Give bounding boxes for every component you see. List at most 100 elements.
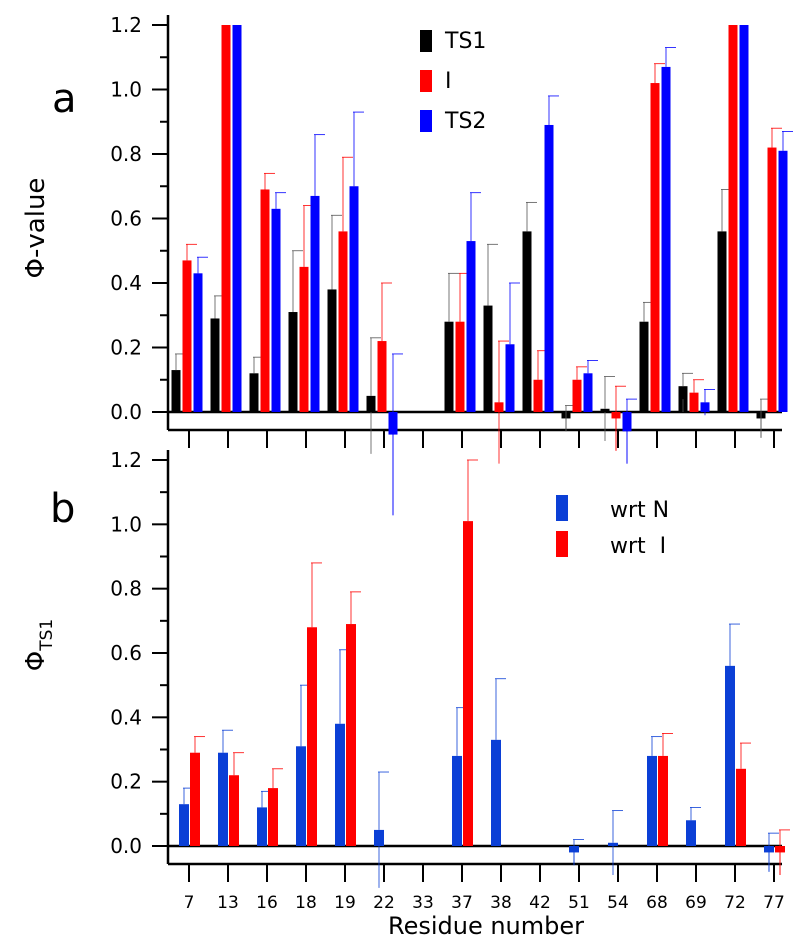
x-tick-label: 77 <box>763 893 785 913</box>
legend-label: wrt N <box>610 498 669 523</box>
bar-18-I <box>299 266 309 412</box>
x-tick-label: 51 <box>568 893 590 913</box>
x-tick-label: 7 <box>184 893 195 913</box>
panel-b-chart: 0.0 0.2 0.4 0.6 0.8 1.0 1.2 7 13 16 18 19 22 33 37 38 42… <box>110 448 790 913</box>
x-tick-label: 54 <box>607 893 629 913</box>
bar-37-I <box>455 321 465 412</box>
bar-7-wrt-N <box>179 804 189 846</box>
bar-37-wrt-N <box>452 755 462 846</box>
legend-swatch-TS1 <box>420 30 432 52</box>
x-tick-label: 69 <box>685 893 707 913</box>
x-tick-label: 19 <box>334 893 356 913</box>
bar-68-I <box>650 83 660 413</box>
bar-19-wrt-N <box>335 723 345 846</box>
legend-swatch-TS2 <box>420 110 432 132</box>
bar-38-I <box>494 402 504 412</box>
panel-b-letter: b <box>50 486 75 532</box>
bar-7-TS2 <box>193 273 203 412</box>
bar-72-TS1 <box>717 231 727 412</box>
bar-13-wrt-I <box>229 775 239 846</box>
x-tick-label: 16 <box>256 893 278 913</box>
panel-b-y-axis-symbol: Φ <box>21 651 51 671</box>
bar-37-TS2 <box>466 241 476 412</box>
bar-72-I <box>728 25 738 412</box>
bar-19-I <box>338 231 348 412</box>
bar-69-TS2 <box>700 402 710 412</box>
bar-16-I <box>260 189 270 412</box>
legend-label: TS1 <box>444 29 486 54</box>
y-tick-label: 0.0 <box>110 834 142 858</box>
y-tick-label: 0.8 <box>110 142 142 166</box>
bar-19-TS1 <box>327 289 337 412</box>
legend-swatch-I <box>420 70 432 92</box>
legend-label: wrt I <box>610 534 666 559</box>
bar-13-TS2 <box>232 25 242 412</box>
y-tick-label: 1.2 <box>110 448 142 472</box>
bar-37-TS1 <box>444 321 454 412</box>
panel-a-letter: a <box>52 76 77 122</box>
bar-68-TS2 <box>661 66 671 413</box>
x-tick-label: 68 <box>646 893 668 913</box>
bar-16-TS1 <box>249 373 259 412</box>
bar-38-TS1 <box>483 305 493 412</box>
legend-label: I <box>445 69 452 94</box>
bar-72-wrt-I <box>736 768 746 846</box>
x-tick-label: 42 <box>529 893 551 913</box>
bar-16-TS2 <box>271 208 281 412</box>
bar-68-TS1 <box>639 321 649 412</box>
bar-19-TS2 <box>349 186 359 412</box>
y-tick-label: 0.2 <box>110 770 142 794</box>
bar-72-wrt-N <box>725 665 735 846</box>
y-tick-label: 0.4 <box>110 271 142 295</box>
bar-7-TS1 <box>171 370 181 412</box>
legend-label: TS2 <box>444 109 486 134</box>
bar-22-TS1 <box>366 395 376 412</box>
bar-68-wrt-I <box>658 755 668 846</box>
bar-18-wrt-N <box>296 746 306 846</box>
bar-42-TS2 <box>544 124 554 412</box>
bar-13-wrt-N <box>218 752 228 846</box>
bar-38-TS2 <box>505 344 515 412</box>
bar-18-TS1 <box>288 312 298 412</box>
x-tick-label: 22 <box>373 893 395 913</box>
bar-18-wrt-I <box>307 627 317 846</box>
x-tick-label: 72 <box>724 893 746 913</box>
y-tick-label: 1.0 <box>110 78 142 102</box>
bar-54-wrt-N <box>608 842 618 846</box>
y-tick-label: 0.8 <box>110 577 142 601</box>
y-tick-label: 0.2 <box>110 336 142 360</box>
bar-13-I <box>221 25 231 412</box>
bar-22-I <box>377 341 387 412</box>
bar-42-I <box>533 379 543 412</box>
bar-51-TS2 <box>583 373 593 412</box>
legend-swatch-wrt-I <box>556 531 568 557</box>
y-tick-label: 1.2 <box>110 13 142 37</box>
bar-13-TS1 <box>210 318 220 412</box>
bar-69-I <box>689 392 699 412</box>
bar-72-TS2 <box>739 25 749 412</box>
bar-18-TS2 <box>310 195 320 412</box>
bar-38-wrt-N <box>491 739 501 846</box>
y-tick-label: 0.4 <box>110 705 142 729</box>
bar-42-TS1 <box>522 231 532 412</box>
bar-7-wrt-I <box>190 752 200 846</box>
y-tick-label: 0.6 <box>110 207 142 231</box>
legend-swatch-wrt-N <box>556 495 568 521</box>
bar-68-wrt-N <box>647 755 657 846</box>
x-tick-label: 33 <box>412 893 434 913</box>
bar-77-TS2 <box>778 150 788 412</box>
bar-7-I <box>182 260 192 412</box>
x-tick-label: 37 <box>451 893 473 913</box>
y-tick-label: 0.0 <box>110 400 142 424</box>
bar-22-wrt-N <box>374 829 384 846</box>
panel-b-y-axis-subscript: TS1 <box>37 619 57 652</box>
panel-a-y-axis-label: Φ-value <box>21 178 51 279</box>
bar-54-TS1 <box>600 408 610 412</box>
x-axis-label: Residue number <box>388 912 584 940</box>
bar-19-wrt-I <box>346 624 356 846</box>
bar-51-I <box>572 379 582 412</box>
panel-b-y-axis-label: ΦTS1 <box>21 619 57 671</box>
bar-69-wrt-N <box>686 820 696 846</box>
bar-16-wrt-N <box>257 807 267 846</box>
